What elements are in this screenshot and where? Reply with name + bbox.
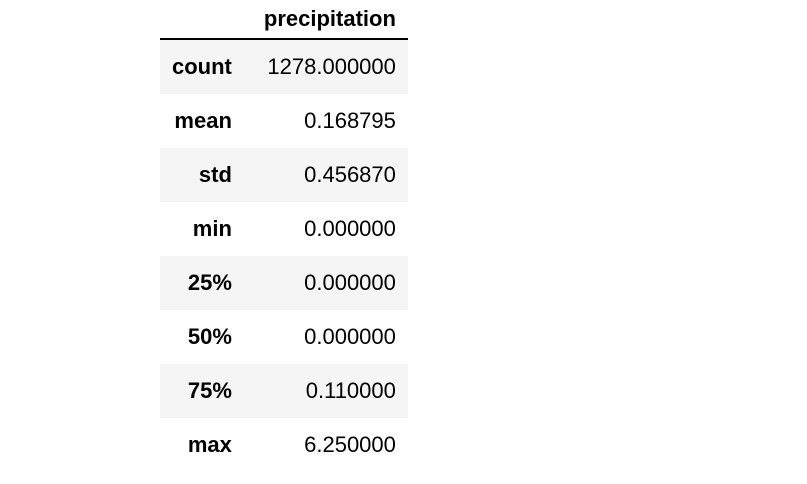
row-value: 0.000000: [304, 216, 396, 241]
row-value: 0.110000: [305, 378, 396, 403]
table-row: 75% 0.110000: [160, 364, 408, 418]
row-value: 0.000000: [304, 324, 396, 349]
row-label: min: [192, 216, 232, 241]
table-row: mean 0.168795: [160, 94, 408, 148]
table-row: max 6.250000: [160, 418, 408, 472]
row-value: 6.250000: [304, 432, 396, 457]
table-row: count 1278.000000: [160, 39, 408, 94]
table-row: 50% 0.000000: [160, 310, 408, 364]
row-label: std: [198, 162, 232, 187]
table-header: precipitation: [160, 0, 408, 40]
row-value: 0.168795: [304, 108, 396, 133]
row-label: 50%: [187, 324, 232, 349]
row-label: mean: [174, 108, 232, 133]
row-label: 25%: [187, 270, 232, 295]
row-label: max: [187, 432, 232, 457]
table-row: min 0.000000: [160, 202, 408, 256]
row-label: 75%: [187, 378, 232, 403]
table-row: 25% 0.000000: [160, 256, 408, 310]
table-body: count 1278.000000 mean 0.168795 std 0.45…: [160, 39, 408, 472]
describe-table: precipitation count 1278.000000 mean 0.1…: [160, 0, 408, 472]
index-header-corner: [160, 0, 244, 40]
dataframe-output: precipitation count 1278.000000 mean 0.1…: [160, 0, 408, 472]
row-label: count: [172, 54, 232, 79]
row-value: 0.456870: [304, 162, 396, 187]
row-value: 0.000000: [304, 270, 396, 295]
column-header-precipitation: precipitation: [243, 0, 408, 40]
row-value: 1278.000000: [267, 54, 396, 79]
header-row: precipitation: [160, 0, 408, 40]
table-row: std 0.456870: [160, 148, 408, 202]
